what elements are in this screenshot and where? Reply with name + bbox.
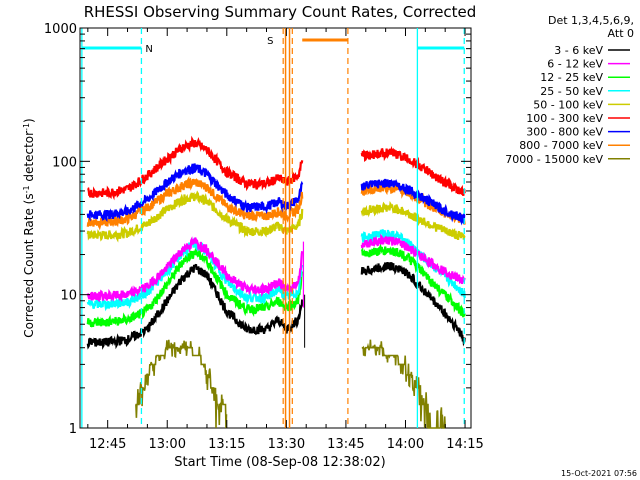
legend-label-12-25-kev: 12 - 25 keV <box>540 71 603 84</box>
x-tick-label-13-00: 13:00 <box>149 437 186 452</box>
legend-label-7000-15000-kev: 7000 - 15000 keV <box>505 153 603 166</box>
y-axis-label-mid: detector <box>22 131 36 186</box>
x-tick-label-14-15: 14:15 <box>446 437 483 452</box>
series-line-7000-15000-kev-pre <box>135 339 228 429</box>
legend-label-800-7000-kev: 800 - 7000 keV <box>519 139 603 152</box>
series-line-300-800-kev-pre <box>86 163 304 223</box>
y-tick-label-100: 100 <box>52 155 77 170</box>
series-line-3-6-kev-pre <box>86 263 304 350</box>
y-axis-label: Corrected Count Rate (s-1 detector-1) <box>22 118 37 337</box>
legend-label-300-800-kev: 300 - 800 keV <box>526 126 603 139</box>
plot-frame <box>79 27 472 429</box>
x-tick-label-12-45: 12:45 <box>89 437 126 452</box>
series-line-12-25-kev-post <box>360 242 466 318</box>
x-axis-label: Start Time (08-Sep-08 12:38:02) <box>174 455 385 470</box>
series-line-3-6-kev-post <box>360 261 466 347</box>
legend-label-25-50-kev: 25 - 50 keV <box>540 85 603 98</box>
legend-label-3-6-kev: 3 - 6 keV <box>554 44 603 57</box>
legend-label-100-300-kev: 100 - 300 keV <box>526 112 603 125</box>
series-line-800-7000-kev-pre <box>86 175 304 231</box>
y-tick-label-10: 10 <box>60 289 77 304</box>
x-tick-label-14-00: 14:00 <box>387 437 424 452</box>
y-axis-label-end: ) <box>22 118 36 123</box>
x-tick-label-13-15: 13:15 <box>208 437 245 452</box>
series-line-7000-15000-kev-post <box>361 339 446 429</box>
series-line-300-800-kev-post <box>360 178 466 226</box>
series-layer <box>86 135 466 429</box>
y-axis-label-main: Corrected Count Rate (s <box>22 193 36 337</box>
y-tick-label-1: 1 <box>69 422 77 437</box>
series-line-12-25-kev-pre <box>86 247 303 328</box>
series-line-50-100-kev-pre <box>86 190 304 243</box>
x-tick-label-13-45: 13:45 <box>327 437 364 452</box>
y-tick-label-1000: 1000 <box>44 22 77 37</box>
y-axis-label-sup1: -1 <box>22 185 31 193</box>
annotation-layer: NS <box>81 28 465 428</box>
series-line-100-300-kev-post <box>360 145 466 197</box>
saa-label: S <box>267 36 273 47</box>
legend-label-6-12-kev: 6 - 12 keV <box>547 58 603 71</box>
chart-title: RHESSI Observing Summary Count Rates, Co… <box>84 3 477 21</box>
series-line-100-300-kev-pre <box>87 135 304 201</box>
series-line-6-12-kev-post <box>360 233 466 285</box>
series-line-50-100-kev-post <box>360 200 466 241</box>
y-axis-label-sup2: -1 <box>22 123 31 131</box>
night-label: N <box>145 44 152 55</box>
legend-label-50-100-kev: 50 - 100 keV <box>533 98 603 111</box>
x-tick-label-13-30: 13:30 <box>268 437 305 452</box>
footer-timestamp: 15-Oct-2021 07:56 <box>561 469 637 478</box>
legend-header-1: Det 1,3,4,5,6,9, <box>548 14 634 27</box>
axis-layer: 12:45 13:00 13:15 13:30 13:45 14:00 14:15 1 10 10… <box>44 22 484 452</box>
legend-header-2: Att 0 <box>608 27 634 40</box>
series-line-6-12-kev-pre <box>86 236 304 303</box>
